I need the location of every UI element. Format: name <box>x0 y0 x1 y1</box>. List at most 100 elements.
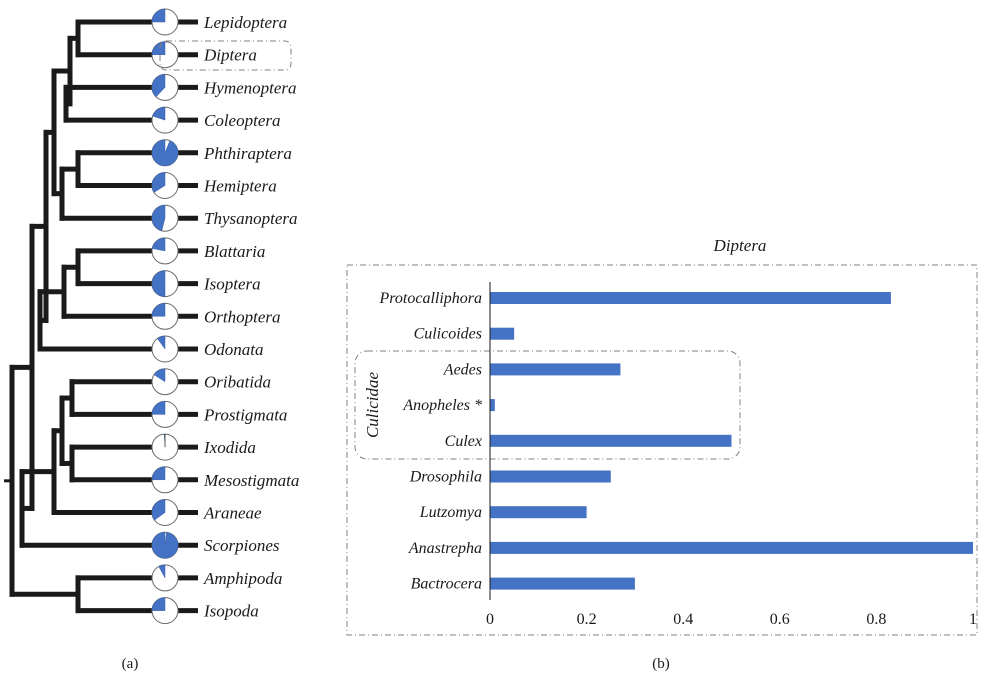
chart-title: Diptera <box>713 236 767 255</box>
tree-node-arach-a <box>51 428 155 515</box>
taxon-label: Coleoptera <box>204 111 281 130</box>
tip-amphipoda: Amphipoda <box>151 564 282 592</box>
category-label: Culicoides <box>414 326 482 343</box>
pie-slice <box>151 303 166 317</box>
panel-a-phylogeny: Lepidoptera Diptera Hymenoptera Coleoptera P… <box>4 8 299 672</box>
category-label: Protocalliphora <box>378 290 482 307</box>
pie-slice <box>151 270 166 297</box>
pie-slice <box>158 564 166 579</box>
pie-slice <box>151 8 166 23</box>
bar <box>490 470 611 483</box>
pie-slice <box>151 74 166 98</box>
tree-node-ori-pro <box>69 379 155 417</box>
taxon-label: Thysanoptera <box>204 209 298 228</box>
pie-slice <box>151 597 166 611</box>
panel-a-caption: (a) <box>122 656 139 672</box>
tip-hemiptera: Hemiptera <box>151 172 277 199</box>
tip-prostigmata: Prostigmata <box>151 400 287 428</box>
tip-ixodida: Ixodida <box>151 433 256 461</box>
pie-slice <box>151 237 166 252</box>
pie-slice <box>151 139 179 167</box>
tip-lepidoptera: Lepidoptera <box>151 8 287 36</box>
taxon-label: Mesostigmata <box>203 471 299 490</box>
taxon-label: Oribatida <box>204 373 271 392</box>
tip-mesostigmata: Mesostigmata <box>151 466 299 494</box>
category-labels: Protocalliphora Culicoides Aedes Anopheles … <box>378 290 482 593</box>
tree-node-phth-hem <box>75 150 155 188</box>
category-label: Bactrocera <box>411 576 482 593</box>
taxon-label: Isoptera <box>203 275 261 294</box>
tree-node-crust <box>75 575 155 614</box>
category-label: Culex <box>445 433 482 450</box>
tree-node-bla-iso <box>75 248 155 287</box>
taxon-label: Hymenoptera <box>203 78 297 97</box>
x-tick-label: 1 <box>969 611 977 628</box>
category-label: Anastrepha <box>408 540 482 557</box>
pie-slice <box>151 499 166 521</box>
x-tick-label: 0.4 <box>673 611 693 628</box>
tip-scorpiones: Scorpiones <box>151 531 280 559</box>
pie-slice <box>151 401 166 415</box>
taxon-label: Prostigmata <box>203 405 287 424</box>
category-label: Aedes <box>443 361 482 378</box>
x-tick-label: 0.8 <box>866 611 886 628</box>
pie-slice <box>151 172 166 193</box>
taxon-label: Scorpiones <box>204 536 280 555</box>
panel-b-chart: Diptera Culicidae Protocalliphora Culicoi… <box>346 236 978 672</box>
tip-hymenoptera: Hymenoptera <box>151 73 297 101</box>
bar <box>490 292 891 304</box>
culicidae-group-label: Culicidae <box>363 372 382 439</box>
culicidae-group-box <box>354 350 741 460</box>
taxon-label: Ixodida <box>203 438 256 457</box>
tip-orthoptera: Orthoptera <box>151 302 281 330</box>
bars <box>490 292 973 590</box>
taxon-label: Lepidoptera <box>203 13 287 32</box>
tree-node-hym-col <box>63 84 155 123</box>
tip-odonata: Odonata <box>151 335 264 363</box>
tip-isopoda: Isopoda <box>151 597 259 625</box>
bar <box>490 434 732 447</box>
bar <box>490 577 635 590</box>
category-label: Drosophila <box>409 469 482 486</box>
diptera-highlight-box <box>159 40 292 71</box>
tip-diptera: Diptera <box>151 41 257 69</box>
pie-slice <box>153 368 166 383</box>
tip-isoptera: Isoptera <box>151 270 261 298</box>
category-label: Lutzomya <box>419 504 482 521</box>
tip-blattaria: Blattaria <box>151 237 265 265</box>
x-tick-label: 0.2 <box>577 611 597 628</box>
tip-oribatida: Oribatida <box>151 368 271 396</box>
x-tick-label: 0 <box>486 611 494 628</box>
taxon-label: Orthoptera <box>204 307 281 326</box>
bar <box>490 541 973 554</box>
taxon-label: Isopoda <box>203 602 259 621</box>
tree-branches <box>4 19 155 614</box>
tree-node-bla-odo <box>37 289 155 352</box>
pie-slice <box>152 106 166 121</box>
chart-frame <box>346 264 978 636</box>
tip-araneae: Araneae <box>151 499 262 526</box>
x-tick-labels: 0 0.2 0.4 0.6 0.8 1 <box>486 611 977 628</box>
pie-slice <box>151 41 166 55</box>
taxon-label: Hemiptera <box>203 177 277 196</box>
tree-node-ixo-mes <box>69 444 155 483</box>
bar <box>490 327 515 340</box>
taxon-label: Amphipoda <box>203 569 282 588</box>
taxon-label: Odonata <box>204 340 264 359</box>
taxon-label: Araneae <box>203 504 262 523</box>
tip-thysanoptera: Thysanoptera <box>151 204 298 232</box>
taxon-label: Phthiraptera <box>203 144 292 163</box>
pie-slice <box>151 531 179 559</box>
tip-coleoptera: Coleoptera <box>151 106 281 134</box>
taxon-label: Diptera <box>203 46 257 65</box>
tree-tips: Lepidoptera Diptera Hymenoptera Coleoptera P… <box>151 8 299 625</box>
tree-node-lep-dip <box>75 19 155 58</box>
bar <box>490 399 495 412</box>
pie-slice <box>157 335 166 350</box>
pie-slice <box>151 204 166 232</box>
tip-phthiraptera: Phthiraptera <box>151 139 292 167</box>
bar <box>490 363 621 376</box>
bar <box>490 506 587 519</box>
tree-node-arach <box>19 469 155 548</box>
